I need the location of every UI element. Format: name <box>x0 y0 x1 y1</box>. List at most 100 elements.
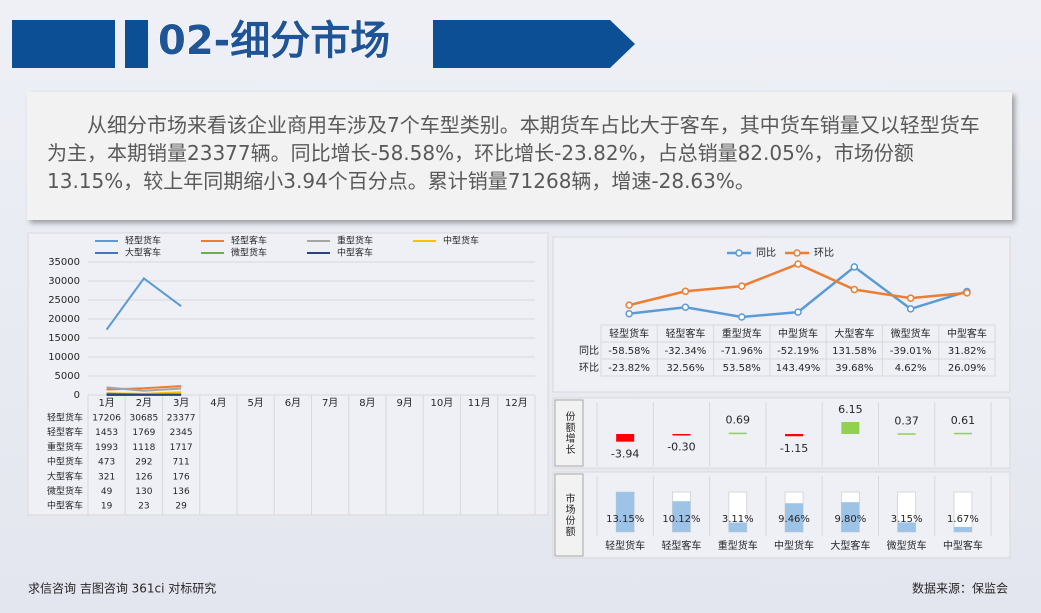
table-cell: 39.68% <box>835 363 873 374</box>
x-tick-label: 微型货车 <box>891 327 931 340</box>
table-cell: -39.01% <box>890 346 932 357</box>
table-row-label: 大型客车 <box>47 470 83 482</box>
table-row-label: 轻型客车 <box>47 426 83 438</box>
x-tick-label: 轻型货车 <box>605 539 645 552</box>
table-row-label: 环比 <box>579 362 599 374</box>
panel <box>552 397 1011 469</box>
y-tick-label: 20000 <box>48 314 80 325</box>
y-tick-label: 10000 <box>48 352 80 363</box>
data-label: 9.46% <box>778 514 810 525</box>
table-cell: 49 <box>101 487 113 497</box>
x-tick-label: 中型货车 <box>774 539 814 552</box>
bar <box>672 501 691 532</box>
table-cell: 4.62% <box>895 363 927 374</box>
legend-label: 重型货车 <box>337 235 373 247</box>
x-tick-label: 7月 <box>322 397 338 409</box>
table-cell: 126 <box>135 472 152 482</box>
table-cell: 1993 <box>95 443 118 453</box>
table-cell: -32.34% <box>665 346 707 357</box>
point <box>738 282 746 290</box>
bar <box>616 492 635 532</box>
table-cell: 1769 <box>132 428 155 438</box>
label-box <box>554 473 584 557</box>
table-cell: 136 <box>173 487 190 497</box>
table-cell: 130 <box>135 487 152 497</box>
point <box>906 305 915 313</box>
table-cell: 1453 <box>95 428 118 438</box>
point <box>906 294 915 302</box>
x-tick-label: 1月 <box>98 397 114 409</box>
legend-label: 大型客车 <box>125 247 161 259</box>
data-label: 3.15% <box>891 514 923 525</box>
bar <box>897 522 916 532</box>
bar <box>785 503 804 532</box>
x-tick-label: 10月 <box>431 397 454 409</box>
header-arrow <box>433 20 635 68</box>
bar <box>728 432 747 435</box>
panel-label: 份额增长 <box>563 411 575 455</box>
data-label: 0.69 <box>726 414 751 427</box>
data-label: 3.11% <box>722 514 754 525</box>
legend-label: 中型客车 <box>337 247 373 259</box>
y-tick-label: 5000 <box>55 371 80 382</box>
table-cell: -23.82% <box>608 363 650 374</box>
bar <box>672 434 691 436</box>
point <box>681 303 690 312</box>
header-title: 02-细分市场 <box>158 18 390 64</box>
x-tick-label: 2月 <box>136 397 152 409</box>
table-cell: 1717 <box>170 443 193 453</box>
header-bar <box>12 20 115 68</box>
bar-track <box>953 491 973 533</box>
y-tick-label: 30000 <box>48 276 80 287</box>
y-tick-label: 0 <box>74 390 80 401</box>
x-tick-label: 4月 <box>210 397 226 409</box>
y-tick-label: 15000 <box>48 333 80 344</box>
data-label: 10.12% <box>662 514 700 525</box>
table-cell: 29 <box>175 502 187 512</box>
legend-label: 中型货车 <box>443 235 479 247</box>
y-tick-label: 25000 <box>48 295 80 306</box>
data-label: 13.15% <box>606 514 644 525</box>
series-line <box>105 276 182 331</box>
table-row-label: 同比 <box>579 345 599 357</box>
x-tick-label: 中型客车 <box>947 327 987 340</box>
legend-label: 同比 <box>756 247 776 259</box>
table-cell: 176 <box>173 472 190 482</box>
data-label: 0.37 <box>894 414 919 427</box>
table-cell: 26.09% <box>948 363 986 374</box>
bar <box>785 434 804 437</box>
x-tick-label: 轻型客车 <box>661 539 701 552</box>
x-tick-label: 3月 <box>173 397 189 409</box>
point <box>625 309 633 318</box>
table-row-label: 重型货车 <box>47 441 83 453</box>
bar <box>841 502 860 532</box>
bar <box>728 522 747 532</box>
x-tick-label: 重型货车 <box>722 327 762 340</box>
table-row-label: 微型货车 <box>47 485 83 497</box>
data-label: 9.80% <box>834 514 866 525</box>
point <box>738 313 746 321</box>
summary: 从细分市场来看该企业商用车涉及7个车型类别。本期货车占比大于客车，其中货车销量又… <box>27 92 1012 220</box>
table-cell: 711 <box>173 458 190 468</box>
x-tick-label: 中型客车 <box>943 539 983 552</box>
x-tick-label: 8月 <box>359 397 375 409</box>
table-cell: 32.56% <box>666 363 704 374</box>
bar <box>897 433 916 435</box>
point <box>681 287 690 296</box>
bar <box>841 422 860 434</box>
point <box>963 289 971 297</box>
panel <box>27 232 549 516</box>
table-cell: 321 <box>98 472 115 482</box>
table-row-label: 中型货车 <box>47 456 83 468</box>
table-cell: 23 <box>138 502 149 512</box>
bar <box>953 526 972 532</box>
point <box>794 260 802 268</box>
table-cell: 31.82% <box>948 346 986 357</box>
table-cell: 1118 <box>132 443 155 453</box>
point <box>794 308 802 316</box>
table-row-label: 中型客车 <box>47 500 83 512</box>
legend-label: 轻型货车 <box>125 235 161 247</box>
y-tick-label: 35000 <box>48 257 80 268</box>
